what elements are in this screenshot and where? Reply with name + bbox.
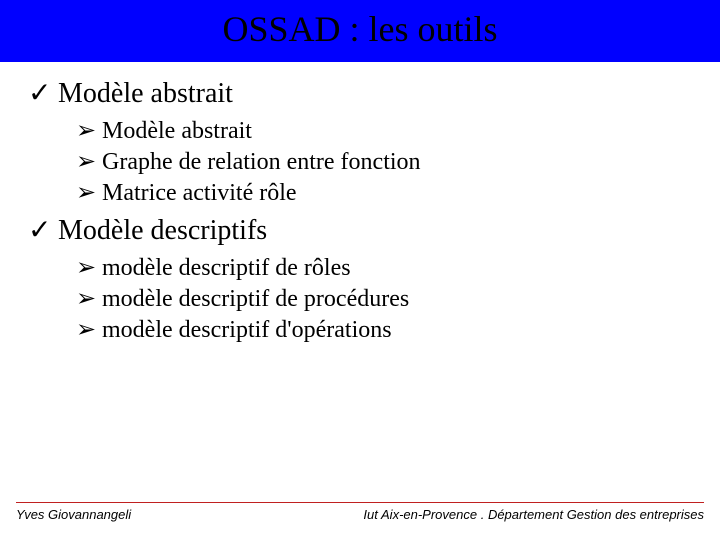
slide-title: OSSAD : les outils xyxy=(222,9,497,49)
footer-author: Yves Giovannangeli xyxy=(16,507,131,522)
bullet-text: modèle descriptif de procédures xyxy=(102,286,409,313)
footer-affiliation: Iut Aix-en-Provence . Département Gestio… xyxy=(363,507,704,522)
bullet-text: Matrice activité rôle xyxy=(102,180,297,207)
bullet-text: Graphe de relation entre fonction xyxy=(102,149,421,176)
footer-rule xyxy=(16,502,704,503)
arrow-icon: ➢ xyxy=(76,178,102,207)
bullet-label: Modèle abstrait xyxy=(58,78,233,110)
bullet-text: modèle descriptif de rôles xyxy=(102,255,351,282)
slide-content: ✓ Modèle abstrait ➢ Modèle abstrait ➢ Gr… xyxy=(0,62,720,344)
check-icon: ✓ xyxy=(28,213,58,246)
bullet-level2: ➢ Modèle abstrait xyxy=(76,116,696,145)
bullet-level2: ➢ modèle descriptif d'opérations xyxy=(76,315,696,344)
slide-footer: Yves Giovannangeli Iut Aix-en-Provence .… xyxy=(0,502,720,522)
arrow-icon: ➢ xyxy=(76,147,102,176)
arrow-icon: ➢ xyxy=(76,315,102,344)
bullet-level2: ➢ modèle descriptif de rôles xyxy=(76,253,696,282)
bullet-level2: ➢ modèle descriptif de procédures xyxy=(76,284,696,313)
bullet-level2: ➢ Matrice activité rôle xyxy=(76,178,696,207)
bullet-label: Modèle descriptifs xyxy=(58,215,267,247)
bullet-level1: ✓ Modèle descriptifs xyxy=(28,213,696,247)
bullet-text: modèle descriptif d'opérations xyxy=(102,317,392,344)
arrow-icon: ➢ xyxy=(76,284,102,313)
arrow-icon: ➢ xyxy=(76,116,102,145)
check-icon: ✓ xyxy=(28,76,58,109)
title-bar: OSSAD : les outils xyxy=(0,0,720,62)
bullet-level2: ➢ Graphe de relation entre fonction xyxy=(76,147,696,176)
bullet-level1: ✓ Modèle abstrait xyxy=(28,76,696,110)
arrow-icon: ➢ xyxy=(76,253,102,282)
bullet-text: Modèle abstrait xyxy=(102,118,252,145)
footer-row: Yves Giovannangeli Iut Aix-en-Provence .… xyxy=(16,507,704,522)
